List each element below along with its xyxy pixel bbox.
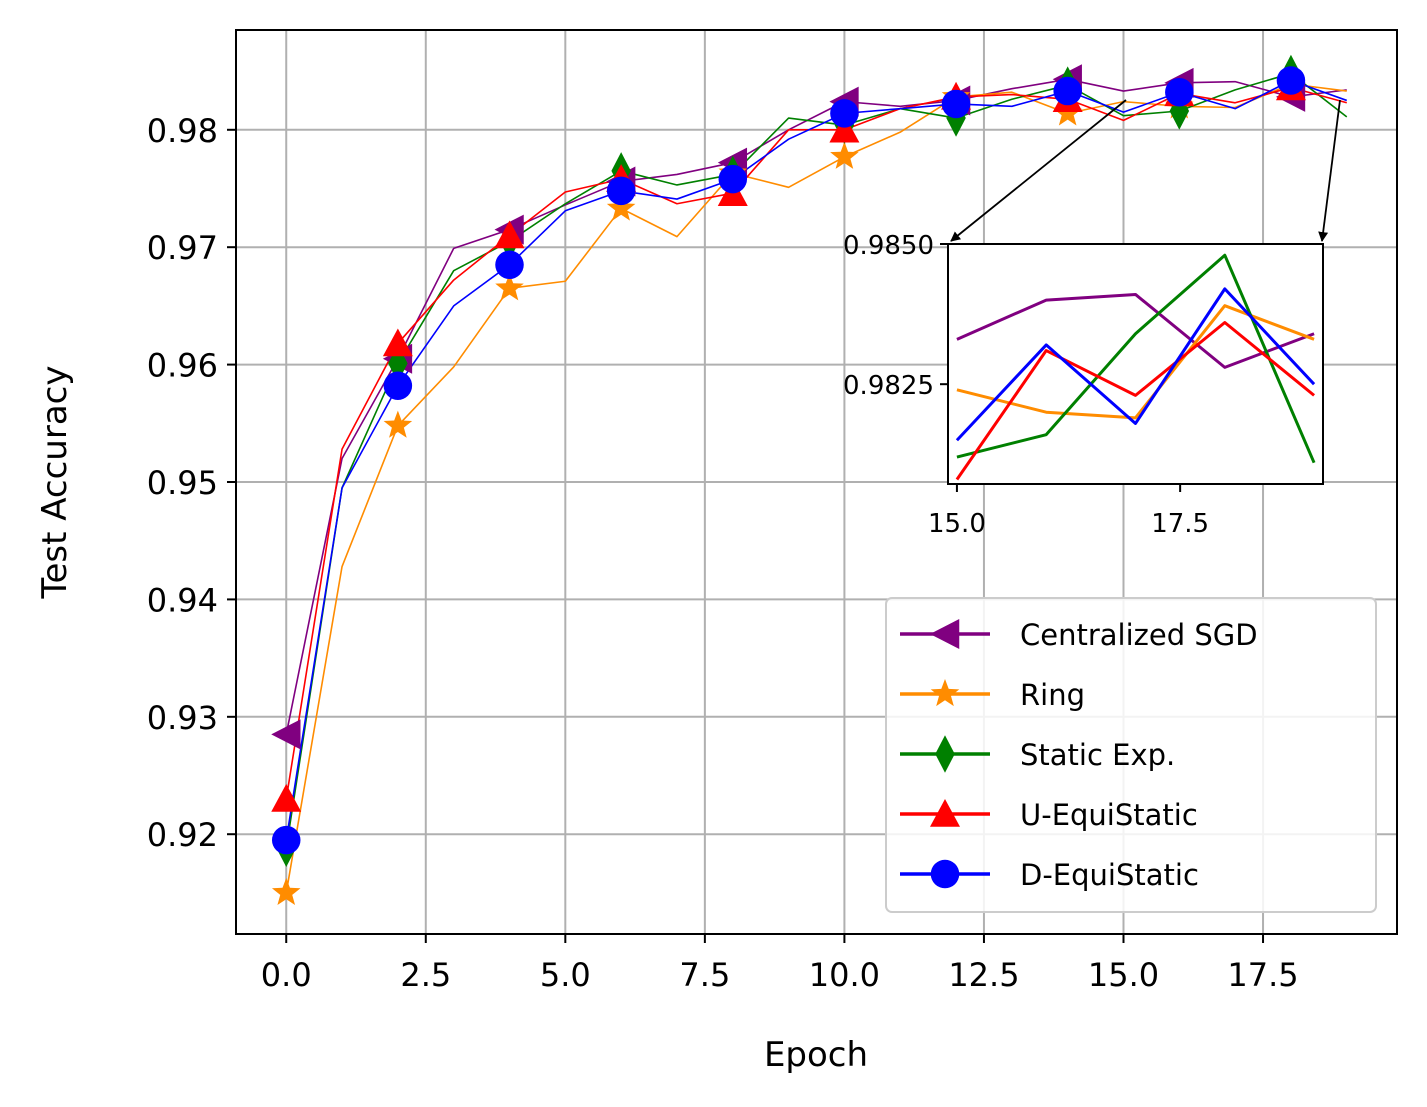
data-point-ring [606, 193, 636, 221]
data-point-ring [495, 273, 524, 301]
data-point-u-equistatic [829, 114, 860, 143]
inset-line-static-exp [956, 253, 1316, 464]
x-tick-label: 2.5 [400, 956, 451, 994]
legend-box [885, 597, 1377, 913]
legend-label-u-equistatic: U-EquiStatic [1020, 798, 1198, 832]
legend-marker-d-equistatic [930, 859, 960, 889]
x-axis-title: Epoch [764, 1035, 868, 1075]
data-point-d-equistatic [830, 99, 859, 128]
x-tick-label: 5.0 [540, 956, 591, 994]
legend-label-centralized-sgd: Centralized SGD [1020, 618, 1258, 652]
inset-background [948, 244, 1323, 484]
x-tick-label: 17.5 [1227, 956, 1298, 994]
inset-x-tick-label: 15.0 [928, 509, 986, 539]
data-point-d-equistatic [271, 825, 301, 855]
y-tick-label: 0.92 [147, 816, 218, 854]
inset-x-tick-label: 17.5 [1151, 509, 1209, 539]
inset-connector-arrow [950, 99, 1127, 242]
x-tick-label: 7.5 [679, 956, 730, 994]
y-tick-label: 0.97 [147, 229, 218, 267]
inset-line-ring [956, 304, 1315, 420]
legend-marker-ring [930, 679, 960, 707]
inset-y-tick-label: 0.9825 [843, 371, 934, 401]
data-point-d-equistatic [1053, 76, 1082, 106]
legend-marker-static-exp [935, 735, 955, 773]
data-point-u-equistatic [382, 328, 413, 357]
inset-line-u-equistatic [955, 321, 1316, 481]
inset-series-lines [955, 253, 1316, 481]
x-tick-label: 15.0 [1088, 956, 1159, 994]
data-point-d-equistatic [941, 89, 971, 119]
data-point-ring [830, 141, 859, 169]
legend: Centralized SGD Ring Static Exp. U-EquiStat… [885, 597, 1377, 913]
data-point-u-equistatic [494, 220, 525, 249]
data-point-ring [383, 410, 413, 438]
y-tick-label: 0.94 [147, 581, 218, 619]
x-tick-label: 0.0 [261, 956, 312, 994]
data-point-centralized-sgd [271, 719, 301, 750]
data-point-u-equistatic [271, 783, 302, 812]
y-tick-label: 0.95 [147, 464, 218, 502]
data-point-d-equistatic [718, 164, 748, 194]
inset-y-tick-label: 0.9850 [843, 231, 934, 261]
x-axis-ticks: 0.0 2.5 5.0 7.5 10.0 12.5 15.0 17.5 [261, 934, 1299, 994]
inset-connector-arrow [1318, 99, 1341, 242]
inset-frame [947, 243, 1324, 485]
legend-label-static-exp: Static Exp. [1020, 738, 1175, 772]
data-point-d-equistatic [1165, 77, 1194, 107]
inset-line-d-equistatic [955, 287, 1316, 442]
data-point-d-equistatic [1276, 66, 1306, 95]
zoom-inset: 15.0 17.5 0.9850 0.9825 [843, 99, 1341, 539]
y-axis-ticks: 0.92 0.93 0.94 0.95 0.96 0.97 0.98 [147, 112, 236, 854]
x-tick-label: 12.5 [948, 956, 1019, 994]
inset-line-centralized-sgd [956, 292, 1315, 369]
main-series-markers [271, 54, 1306, 906]
x-tick-label: 10.0 [809, 956, 880, 994]
y-tick-label: 0.98 [147, 112, 218, 150]
y-axis-title: Test Accuracy [35, 366, 75, 600]
data-point-ring [271, 877, 301, 906]
data-point-d-equistatic [495, 250, 524, 280]
data-point-d-equistatic [383, 371, 413, 400]
y-tick-label: 0.93 [147, 699, 218, 737]
data-point-d-equistatic [606, 176, 636, 206]
legend-label-ring: Ring [1020, 678, 1085, 712]
legend-marker-u-equistatic [930, 799, 960, 827]
y-tick-label: 0.96 [147, 347, 218, 385]
legend-marker-centralized-sgd [930, 619, 960, 649]
legend-label-d-equistatic: D-EquiStatic [1020, 858, 1199, 892]
